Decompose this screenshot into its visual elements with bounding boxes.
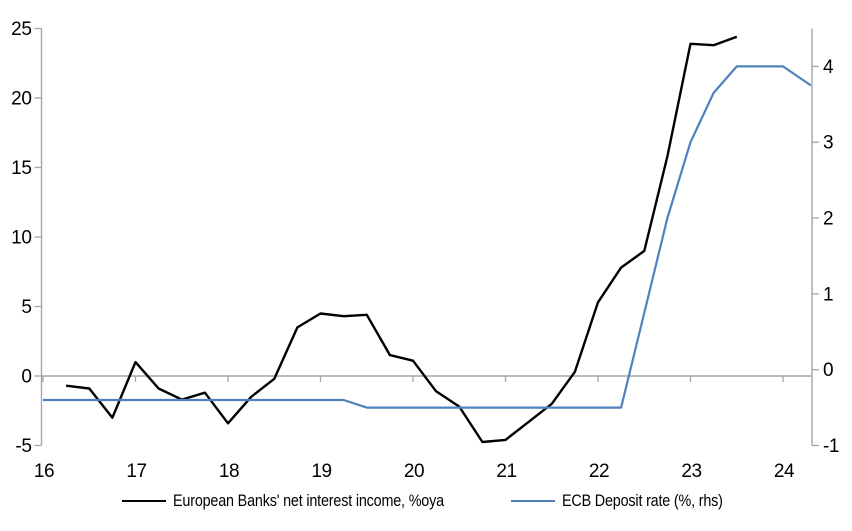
left-axis-tick-label: 25 [11, 19, 31, 40]
right-axis-tick-label: -1 [823, 436, 839, 457]
left-axis-tick-label: 15 [11, 158, 31, 179]
deposit-rate-series-line [43, 65, 812, 409]
black-line-swatch [122, 499, 166, 503]
right-axis-tick-label: 1 [823, 284, 833, 305]
x-axis-tick-label: 16 [34, 461, 54, 482]
x-axis-tick-label: 19 [311, 461, 331, 482]
x-axis-tick-label: 22 [589, 461, 609, 482]
legend: European Banks' net interest income, %oy… [0, 490, 852, 516]
right-axis-tick-label: 3 [823, 133, 833, 154]
left-axis-tick-label: 0 [21, 367, 31, 388]
x-axis-tick-label: 24 [774, 461, 795, 482]
x-axis-tick-label: 23 [681, 461, 701, 482]
legend-item-net-interest-income: European Banks' net interest income, %oy… [122, 490, 484, 512]
blue-line-swatch [511, 499, 555, 503]
nii-series-line [65, 35, 738, 444]
left-axis-tick-label: 5 [21, 297, 31, 318]
x-axis-tick-label: 20 [404, 461, 424, 482]
legend-label-net-interest-income: European Banks' net interest income, %oy… [173, 491, 444, 510]
left-axis-tick-label: -5 [15, 436, 31, 457]
legend-label-ecb-deposit-rate: ECB Deposit rate (%, rhs) [562, 491, 723, 510]
right-axis-tick-label: 4 [823, 57, 834, 78]
x-axis-tick-label: 18 [219, 461, 239, 482]
left-axis-tick-label: 20 [11, 89, 31, 110]
x-axis-tick-label: 21 [496, 461, 516, 482]
legend-item-ecb-deposit-rate: ECB Deposit rate (%, rhs) [511, 490, 747, 512]
right-axis-tick-label: 0 [823, 360, 833, 381]
right-axis-tick-label: 2 [823, 209, 833, 230]
x-axis-tick-label: 17 [126, 461, 146, 482]
left-axis-tick-label: 10 [11, 228, 31, 249]
